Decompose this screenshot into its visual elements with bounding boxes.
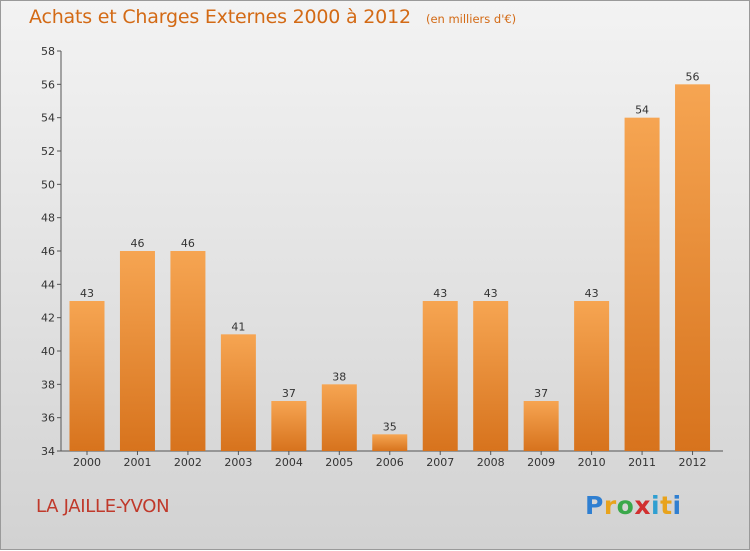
- logo-letter: o: [616, 491, 635, 520]
- bar: [624, 117, 660, 452]
- bar: [220, 334, 256, 451]
- y-tick-label: 52: [41, 145, 55, 158]
- chart-unit: (en milliers d'€): [425, 12, 517, 26]
- y-tick-label: 56: [41, 78, 55, 91]
- bar-value-label: 46: [181, 237, 195, 250]
- bar-value-label: 37: [534, 387, 548, 400]
- x-tick-label: 2008: [477, 456, 505, 469]
- y-tick-label: 58: [41, 45, 55, 58]
- bar: [321, 384, 357, 451]
- y-tick-label: 34: [41, 445, 55, 458]
- bar: [422, 301, 458, 451]
- bar: [119, 251, 155, 451]
- bar-value-label: 43: [585, 287, 599, 300]
- y-tick-label: 48: [41, 212, 55, 225]
- x-tick-label: 2010: [578, 456, 606, 469]
- logo-letter: i: [651, 491, 661, 520]
- bar-value-label: 37: [282, 387, 296, 400]
- bar-value-label: 41: [231, 320, 245, 333]
- x-tick-label: 2003: [224, 456, 252, 469]
- chart-title: Achats et Charges Externes 2000 à 2012: [29, 6, 411, 28]
- logo-letter: x: [634, 491, 651, 520]
- bar-value-label: 35: [383, 420, 397, 433]
- x-tick-label: 2005: [325, 456, 353, 469]
- bar: [473, 301, 509, 451]
- x-tick-label: 2009: [527, 456, 555, 469]
- logo-letter: P: [585, 491, 604, 520]
- x-tick-label: 2004: [275, 456, 303, 469]
- bar: [574, 301, 610, 451]
- commune-name: LA JAILLE-YVON: [36, 496, 170, 517]
- y-tick-label: 42: [41, 312, 55, 325]
- axes: 34 36 38 40 42 44 46 48 50 52 54 56 58 2000 2001 2002 20…: [41, 45, 723, 469]
- bar: [675, 84, 711, 451]
- y-tick-label: 50: [41, 178, 55, 191]
- bar: [523, 401, 559, 451]
- bar-value-label: 54: [635, 104, 649, 117]
- y-tick-label: 36: [41, 412, 55, 425]
- x-tick-label: 2001: [123, 456, 151, 469]
- bar: [170, 251, 206, 451]
- bar: [69, 301, 105, 451]
- x-tick-label: 2002: [174, 456, 202, 469]
- bar-value-label: 43: [433, 287, 447, 300]
- y-tick-label: 54: [41, 112, 55, 125]
- y-tick-label: 40: [41, 345, 55, 358]
- x-tick-label: 2006: [376, 456, 404, 469]
- logo-letter: i: [672, 491, 682, 520]
- bar-value-label: 38: [332, 370, 346, 383]
- proxiti-logo: Proxiti: [585, 491, 682, 520]
- x-tick-label: 2011: [628, 456, 656, 469]
- x-tick-label: 2007: [426, 456, 454, 469]
- bar-value-label: 43: [484, 287, 498, 300]
- y-tick-label: 46: [41, 245, 55, 258]
- bar: [271, 401, 307, 451]
- logo-letter: t: [660, 491, 673, 520]
- y-tick-label: 38: [41, 378, 55, 391]
- x-tick-label: 2012: [679, 456, 707, 469]
- bar-value-label: 43: [80, 287, 94, 300]
- bar-value-label: 46: [130, 237, 144, 250]
- y-tick-label: 44: [41, 278, 55, 291]
- bar-value-label: 56: [686, 70, 700, 83]
- bar: [372, 434, 408, 451]
- bars: 43 46 46 41 37 38 35 43 43 37 43 54 56: [69, 70, 711, 452]
- logo-letter: r: [603, 491, 617, 520]
- x-tick-label: 2000: [73, 456, 101, 469]
- title-row: Achats et Charges Externes 2000 à 2012 (…: [29, 6, 516, 28]
